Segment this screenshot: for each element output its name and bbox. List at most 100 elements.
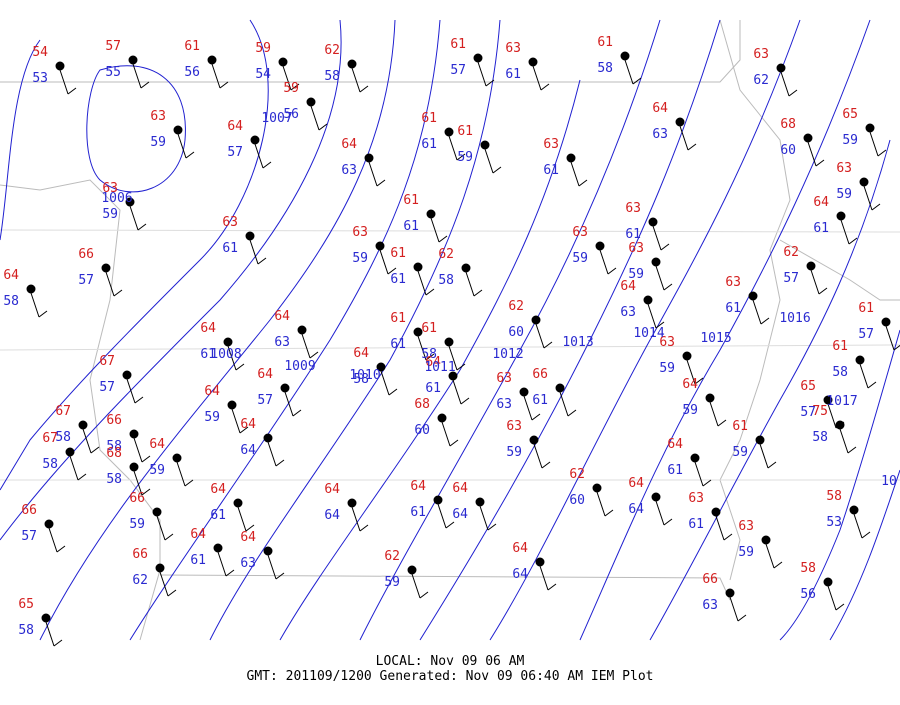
station: 66 63 xyxy=(702,572,747,622)
station-circle xyxy=(78,420,88,430)
station: 63 59 xyxy=(738,519,783,569)
station-circle xyxy=(26,284,36,294)
wind-barb xyxy=(543,341,553,349)
station-circle xyxy=(881,317,891,327)
station-circle xyxy=(823,395,833,405)
wind-barb xyxy=(867,381,877,389)
dewpoint: 61 xyxy=(725,301,741,316)
wind-barb xyxy=(694,461,704,487)
wind-barb xyxy=(893,344,900,351)
station-circle xyxy=(855,355,865,365)
wind-barb xyxy=(848,237,858,245)
station-circle xyxy=(682,351,692,361)
station: 65 59 xyxy=(842,107,887,157)
temperature: 66 xyxy=(129,491,145,506)
wind-barb xyxy=(578,179,588,187)
temperature: 64 xyxy=(200,321,216,336)
isobars xyxy=(0,19,900,641)
wind-barb xyxy=(219,81,229,89)
wind-barb xyxy=(448,135,458,161)
wind-barb xyxy=(411,573,421,599)
station: 58 53 xyxy=(826,489,871,539)
wind-barb xyxy=(239,426,249,434)
station-circle xyxy=(461,263,471,273)
station: 61 58 xyxy=(832,339,877,389)
wind-barb xyxy=(351,67,361,93)
station-circle xyxy=(433,495,443,505)
temperature: 64 xyxy=(257,367,273,382)
wind-barb xyxy=(624,59,634,85)
dewpoint: 58 xyxy=(353,372,369,387)
dewpoint: 59 xyxy=(457,150,473,165)
dewpoint: 61 xyxy=(625,227,641,242)
temperature: 63 xyxy=(688,491,704,506)
wind-barb xyxy=(45,621,55,647)
station: 68 60 xyxy=(414,397,459,447)
wind-barb xyxy=(231,408,241,434)
wind-barb xyxy=(359,85,369,93)
wind-barb xyxy=(249,239,259,265)
temperature: 63 xyxy=(753,47,769,62)
station: 63 59 xyxy=(506,419,551,469)
wind-barb xyxy=(262,161,272,169)
temperature: 61 xyxy=(597,35,613,50)
station: 62 58 xyxy=(324,43,369,93)
station: 64 57 xyxy=(257,367,302,417)
wind-barb xyxy=(807,141,817,167)
wind-barb xyxy=(379,249,389,275)
temperature: 67 xyxy=(99,354,115,369)
temperature: 64 xyxy=(628,476,644,491)
dewpoint: 61 xyxy=(390,337,406,352)
station-circle xyxy=(437,413,447,423)
wind-barb xyxy=(539,565,549,591)
dewpoint: 61 xyxy=(390,272,406,287)
temperature: 61 xyxy=(858,301,874,316)
station-circle xyxy=(755,435,765,445)
dewpoint: 58 xyxy=(106,439,122,454)
wind-barb xyxy=(487,523,497,531)
wind-barb xyxy=(547,583,557,591)
dewpoint: 61 xyxy=(190,553,206,568)
station-circle xyxy=(413,262,423,272)
wind-barb xyxy=(225,569,235,577)
station-circle xyxy=(448,371,458,381)
station: 64 63 xyxy=(274,309,319,359)
wind-barb xyxy=(237,506,247,532)
dewpoint: 58 xyxy=(832,365,848,380)
temperature: 61 xyxy=(421,321,437,336)
wind-barb xyxy=(275,572,285,580)
wind-barb xyxy=(484,148,494,174)
temperature: 64 xyxy=(227,119,243,134)
isobar-label: 1006 xyxy=(101,191,132,206)
dewpoint: 61 xyxy=(667,463,683,478)
station-circle xyxy=(803,133,813,143)
wind-barb xyxy=(449,439,459,447)
wind-barb xyxy=(492,166,502,174)
station-circle xyxy=(213,543,223,553)
wind-barb xyxy=(885,325,895,351)
wind-barb xyxy=(596,491,606,517)
wind-barb xyxy=(380,370,390,396)
dewpoint: 61 xyxy=(222,241,238,256)
station: 63 61 xyxy=(725,275,770,325)
dewpoint: 59 xyxy=(572,251,588,266)
dewpoint: 56 xyxy=(184,65,200,80)
temperature: 68 xyxy=(414,397,430,412)
wind-barb xyxy=(815,159,825,167)
temperature: 64 xyxy=(341,137,357,152)
station-circle xyxy=(364,153,374,163)
station: 64 59 xyxy=(149,437,194,487)
wind-barb xyxy=(863,185,873,211)
isobar-label: 1008 xyxy=(210,347,241,362)
station: 64 61 xyxy=(667,437,712,487)
isobar-label: 1012 xyxy=(492,347,523,362)
dewpoint: 61 xyxy=(813,221,829,236)
dewpoint: 63 xyxy=(240,556,256,571)
wind-barb xyxy=(604,509,614,517)
dewpoint: 64 xyxy=(324,508,340,523)
wind-barb xyxy=(159,571,169,597)
wind-barb xyxy=(140,81,150,89)
temperature: 63 xyxy=(725,275,741,290)
station-circle xyxy=(347,59,357,69)
wind-barb xyxy=(559,391,569,417)
